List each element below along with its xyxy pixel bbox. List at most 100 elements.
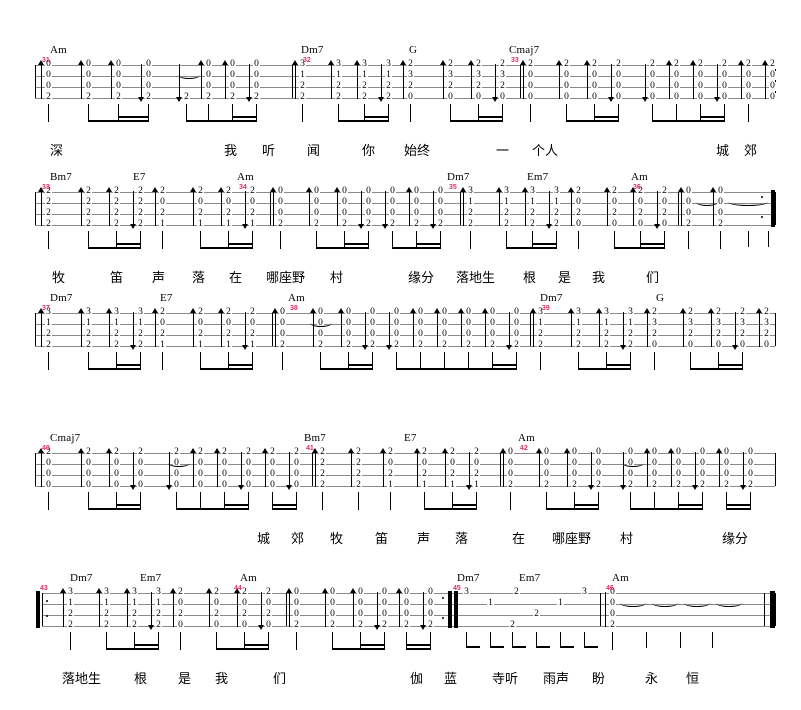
fret-number: 2 xyxy=(197,186,204,196)
fret-number: 0 xyxy=(615,92,622,102)
lyric-syllable: 们 xyxy=(273,672,287,687)
fret-number: 0 xyxy=(649,81,656,91)
note-stem xyxy=(440,231,441,249)
fret-number: 0 xyxy=(615,70,622,80)
fret-number: 2 xyxy=(225,307,232,317)
repeat-dot xyxy=(761,196,763,198)
fret-number: 0 xyxy=(673,92,680,102)
fret-number: 0 xyxy=(685,197,692,207)
chord-label: E7 xyxy=(160,292,173,304)
note-stem xyxy=(612,632,613,650)
fret-number: 1 xyxy=(557,598,564,608)
fret-number: 0 xyxy=(341,186,348,196)
note-stem xyxy=(506,231,507,249)
fret-number: 0 xyxy=(265,598,272,608)
beam-hook xyxy=(490,646,504,648)
chord-label: Dm7 xyxy=(301,44,324,56)
fret-number: 0 xyxy=(345,329,352,339)
fret-number: 2 xyxy=(489,340,496,350)
arrowhead-up xyxy=(78,187,84,192)
strum-up-arrow xyxy=(63,592,64,627)
note-stem xyxy=(490,632,491,646)
fret-number: 1 xyxy=(249,340,256,350)
arrowhead-up xyxy=(536,448,542,453)
beam-secondary xyxy=(478,116,503,118)
fret-number: 0 xyxy=(465,329,472,339)
repeat-begin-barline xyxy=(36,591,40,628)
fret-number: 0 xyxy=(697,81,704,91)
fret-number: 0 xyxy=(45,480,52,490)
strum-up-arrow xyxy=(221,312,222,347)
fret-number: 0 xyxy=(441,329,448,339)
fret-number: 2 xyxy=(649,59,656,69)
note-stem xyxy=(316,231,317,249)
fret-number: 3 xyxy=(447,70,454,80)
beam-secondary xyxy=(492,364,517,366)
fret-number: 0 xyxy=(637,197,644,207)
fret-number: 2 xyxy=(673,59,680,69)
chord-label: Dm7 xyxy=(540,292,563,304)
fret-number: 0 xyxy=(393,329,400,339)
fret-number: 2 xyxy=(249,208,256,218)
fret-number: 3 xyxy=(407,70,414,80)
fret-number: 2 xyxy=(131,620,138,630)
fret-number: 0 xyxy=(341,197,348,207)
fret-number: 0 xyxy=(745,92,752,102)
fret-number: 0 xyxy=(609,598,616,608)
fret-number: 2 xyxy=(389,219,396,229)
beam xyxy=(406,648,431,650)
fret-number: 0 xyxy=(137,458,144,468)
lyric-syllable: 郊 xyxy=(291,532,305,547)
final-double-barline xyxy=(770,591,775,628)
fret-number: 0 xyxy=(465,307,472,317)
note-stem xyxy=(546,492,547,510)
fret-number: 0 xyxy=(277,208,284,218)
note-stem xyxy=(678,492,679,510)
lyric-syllable: 始终 xyxy=(404,144,431,159)
fret-number: 0 xyxy=(507,458,514,468)
fret-number: 2 xyxy=(381,620,388,630)
fret-number: 2 xyxy=(615,59,622,69)
tie-slur xyxy=(652,599,678,607)
fret-number: 2 xyxy=(503,219,510,229)
fret-number: 1 xyxy=(45,318,52,328)
strum-down-arrow xyxy=(381,64,382,99)
note-stem xyxy=(106,632,107,650)
staff-start-barline xyxy=(35,453,36,486)
staff-start-barline xyxy=(35,192,36,225)
fret-number: 3 xyxy=(603,307,610,317)
strum-down-arrow xyxy=(623,312,624,347)
beam xyxy=(106,648,159,650)
fret-number: 2 xyxy=(355,480,362,490)
note-stem xyxy=(332,632,333,650)
staff-line xyxy=(35,192,775,193)
strum-up-arrow xyxy=(567,452,568,487)
fret-number: 2 xyxy=(609,620,616,630)
note-stem xyxy=(516,352,517,370)
strum-up-arrow xyxy=(225,64,226,99)
note-stem xyxy=(224,492,225,510)
strum-up-arrow xyxy=(109,452,110,487)
beam-secondary xyxy=(348,364,373,366)
arrowhead-up xyxy=(78,60,84,65)
fret-number: 0 xyxy=(197,469,204,479)
beam-secondary xyxy=(116,364,141,366)
beam-hook xyxy=(560,646,574,648)
beam-secondary xyxy=(228,243,253,245)
fret-number: 0 xyxy=(747,469,754,479)
strum-up-arrow xyxy=(443,64,444,99)
staff-line xyxy=(35,313,775,314)
beam xyxy=(216,648,269,650)
fret-number: 2 xyxy=(137,219,144,229)
note-stem xyxy=(688,231,689,249)
strum-down-arrow xyxy=(549,191,550,226)
note-stem xyxy=(700,104,701,122)
fret-number: 1 xyxy=(487,598,494,608)
arrowhead-up xyxy=(190,448,196,453)
fret-number: 3 xyxy=(361,59,368,69)
fret-number: 0 xyxy=(575,197,582,207)
arrowhead-up xyxy=(644,448,650,453)
measure-barline xyxy=(520,65,521,98)
note-stem xyxy=(452,492,453,510)
fret-number: 0 xyxy=(507,447,514,457)
